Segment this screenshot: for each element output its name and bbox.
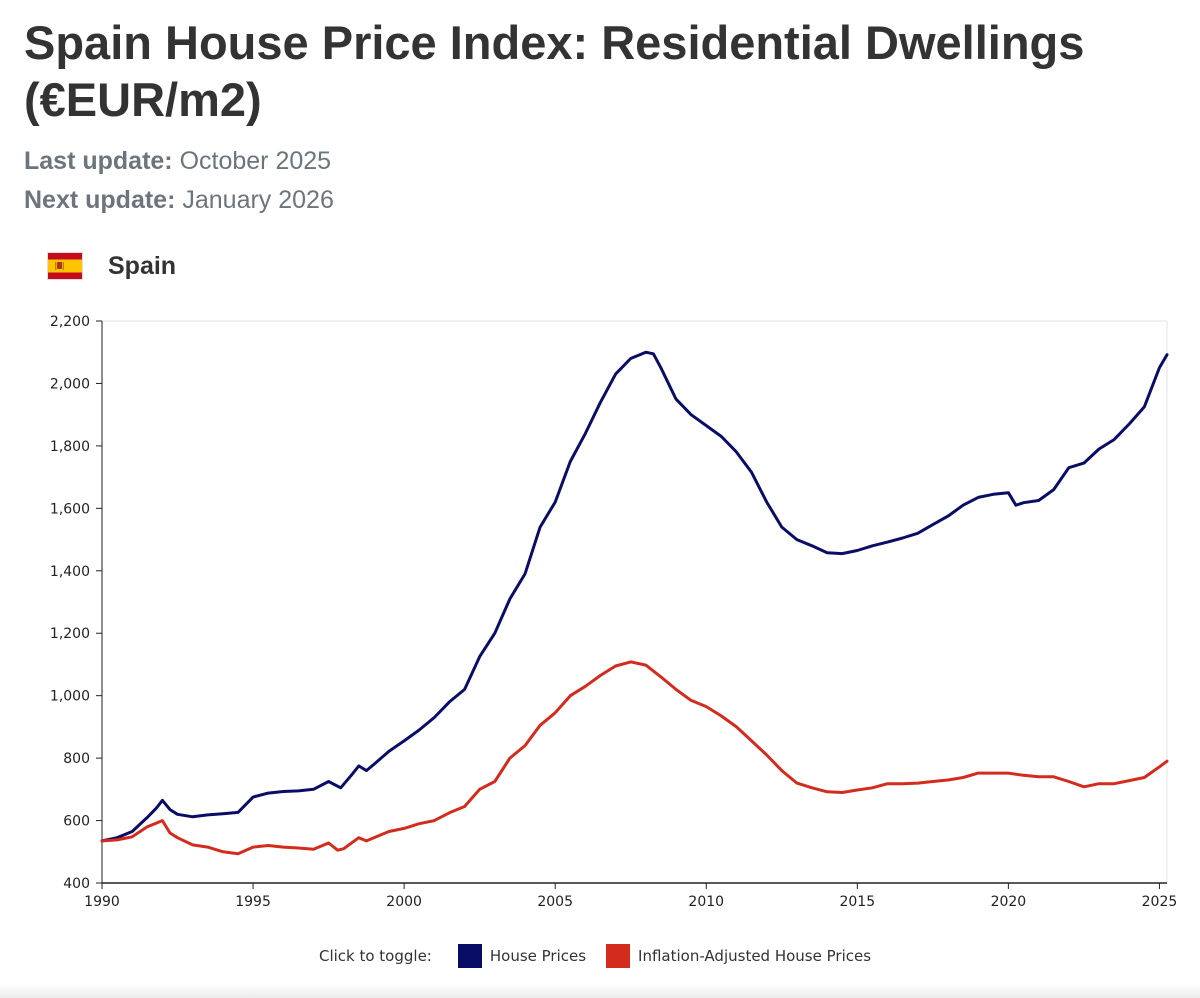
x-tick-label: 2020 [991, 894, 1027, 910]
y-tick-label: 1,200 [50, 626, 90, 642]
y-tick-label: 1,800 [50, 439, 90, 455]
country-header: Spain [48, 250, 176, 282]
y-tick-label: 1,000 [50, 689, 90, 705]
chart-ticks: 400 600 800 1,000 1,200 1,400 1,600 1,800 2,000 2… [50, 314, 1177, 910]
legend-item-inflation-adjusted[interactable]: Inflation-Adjusted House Prices [606, 944, 871, 968]
next-update-value: January 2026 [182, 186, 334, 214]
x-tick-label: 1995 [235, 894, 271, 910]
y-tick-label: 800 [63, 751, 90, 767]
legend-swatch-house-prices [457, 944, 482, 968]
next-update-label: Next update: [24, 186, 176, 214]
y-tick-label: 600 [63, 814, 90, 830]
chart-axes [101, 320, 1168, 884]
bottom-scroll-shadow [0, 984, 1200, 998]
house-price-chart: 400 600 800 1,000 1,200 1,400 1,600 1,800 2,000 2… [50, 314, 1177, 910]
spain-flag-icon [48, 253, 82, 279]
legend-item-house-prices[interactable]: House Prices [457, 944, 587, 968]
y-tick-label: 2,000 [50, 376, 90, 392]
last-update: Last update: October 2025 [24, 146, 331, 176]
x-tick-label: 1990 [84, 894, 120, 910]
y-tick-label: 2,200 [50, 314, 90, 330]
x-tick-label: 2010 [688, 894, 724, 910]
page-title: Spain House Price Index: Residential Dwe… [24, 16, 1085, 126]
x-tick-label: 2000 [386, 894, 422, 910]
legend-swatch-inflation-adjusted [606, 944, 631, 968]
chart-legend: Click to toggle: House Prices Inflation-… [0, 944, 1200, 968]
series-line-inflation-adjusted [100, 660, 1169, 856]
next-update: Next update: January 2026 [24, 185, 334, 215]
country-name: Spain [108, 251, 177, 280]
chart-series [100, 350, 1169, 856]
legend-label-house-prices: House Prices [489, 947, 587, 965]
legend-caption: Click to toggle: [318, 947, 432, 965]
y-tick-label: 1,400 [50, 564, 90, 580]
x-tick-label: 2015 [839, 894, 875, 910]
legend-label-inflation-adjusted: Inflation-Adjusted House Prices [638, 947, 872, 965]
y-tick-label: 400 [63, 876, 90, 892]
series-line-house-prices [100, 350, 1169, 843]
x-tick-label: 2025 [1142, 894, 1178, 910]
last-update-value: October 2025 [179, 147, 332, 175]
y-tick-label: 1,600 [50, 501, 90, 517]
x-tick-label: 2005 [537, 894, 573, 910]
last-update-label: Last update: [24, 147, 173, 175]
